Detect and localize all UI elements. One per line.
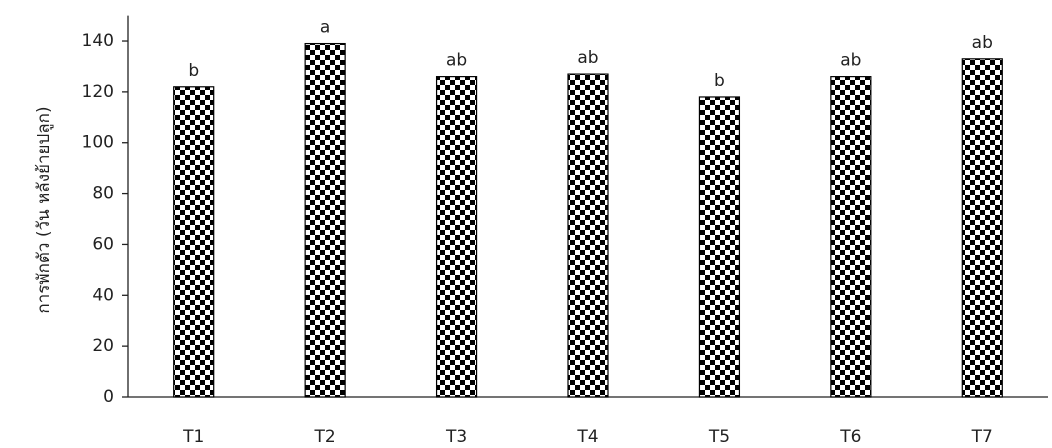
bar — [961, 58, 1003, 398]
x-tick-label: T4 — [576, 427, 598, 447]
y-tick-label: 120 — [82, 82, 114, 102]
bar — [830, 76, 872, 398]
y-axis-label: การพักตัว (วัน หลังย้ายปลูก) — [34, 106, 54, 313]
x-tick-label: T3 — [445, 427, 467, 447]
x-tick-label: T2 — [314, 427, 336, 447]
y-tick-label: 140 — [82, 31, 114, 51]
bar — [304, 42, 346, 398]
annotation: ab — [840, 51, 861, 71]
x-tick-label: T1 — [182, 427, 204, 447]
bar — [435, 76, 478, 398]
x-tick-label: T5 — [708, 427, 730, 447]
annotation: a — [320, 18, 330, 38]
annotation: b — [188, 61, 199, 81]
annotation: b — [714, 71, 725, 91]
y-tick-label: 20 — [92, 336, 114, 356]
x-tick-label: T7 — [971, 427, 993, 447]
bar — [173, 86, 215, 398]
bar — [567, 73, 609, 398]
x-tick-label: T6 — [839, 427, 861, 447]
y-tick-label: 0 — [103, 387, 114, 407]
bar — [698, 96, 741, 398]
y-tick-label: 80 — [92, 184, 114, 204]
y-tick-label: 60 — [92, 234, 114, 254]
annotation: ab — [972, 33, 993, 53]
y-tick-label: 40 — [92, 285, 114, 305]
annotation: ab — [577, 48, 598, 68]
annotation: ab — [446, 51, 467, 71]
y-tick-label: 100 — [82, 133, 114, 153]
